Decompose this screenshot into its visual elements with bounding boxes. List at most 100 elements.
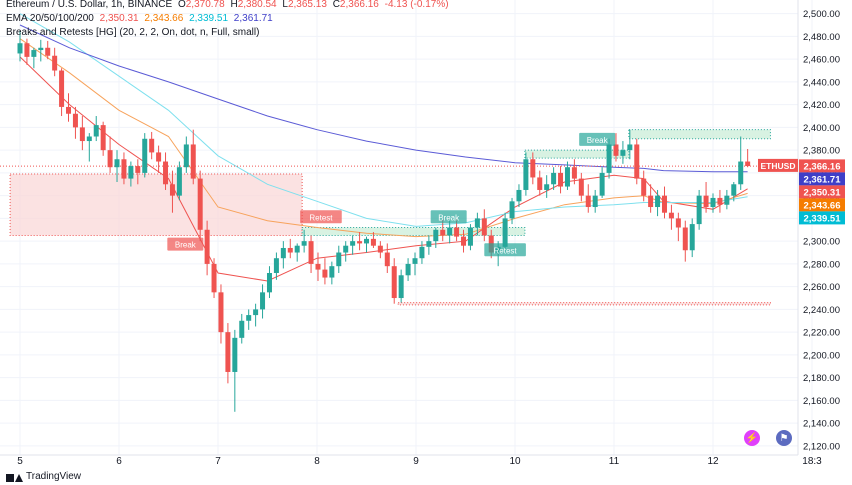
- candle: [66, 93, 72, 122]
- y-tick-label: 2,460.00: [803, 55, 840, 66]
- candle: [544, 175, 550, 198]
- price-label: 2,343.66: [799, 198, 845, 212]
- symbol-tag-bg: [758, 158, 798, 172]
- candle: [648, 184, 654, 213]
- candle-body: [502, 218, 508, 247]
- candle-body: [280, 247, 286, 259]
- candle: [301, 229, 307, 253]
- break-retest-labels: Break Retest Break Retest Break: [167, 132, 616, 257]
- candle-body: [357, 241, 363, 244]
- candle-body: [675, 218, 681, 228]
- candle: [176, 161, 182, 201]
- candle-body: [481, 218, 487, 236]
- candle-body: [641, 178, 647, 196]
- candle: [641, 170, 647, 202]
- candle: [370, 232, 376, 248]
- candle-body: [322, 269, 328, 278]
- candle-body: [564, 167, 570, 187]
- candle: [107, 136, 113, 173]
- candle: [93, 116, 99, 142]
- candle: [461, 229, 467, 253]
- open-label: O: [177, 0, 186, 10]
- candle-body: [100, 125, 106, 151]
- annotation-break: Break: [430, 210, 467, 224]
- candle: [350, 235, 356, 255]
- candle: [149, 131, 155, 160]
- candle-body: [364, 238, 369, 244]
- candle: [675, 212, 681, 242]
- ema20-value: 2,350.31: [99, 13, 139, 24]
- candle-body: [655, 195, 661, 208]
- candle: [412, 252, 418, 276]
- annotation-bg: [484, 243, 526, 257]
- candle-body: [336, 252, 342, 267]
- price-label-text: 2,366.16: [804, 161, 841, 172]
- candle-body: [156, 152, 162, 162]
- candle: [509, 197, 515, 225]
- low-label: L: [282, 0, 288, 10]
- footer: TradingView: [6, 471, 81, 482]
- annotation-bg: [579, 132, 616, 146]
- candle: [218, 284, 224, 344]
- candle-body: [467, 227, 473, 246]
- y-tick-label: 2,200.00: [803, 350, 840, 361]
- candle: [398, 269, 404, 303]
- candle: [419, 241, 425, 264]
- candle: [52, 47, 58, 77]
- candle: [731, 182, 737, 202]
- candle-body: [343, 245, 349, 253]
- annotation-break: Break: [167, 237, 204, 251]
- candle: [613, 133, 619, 162]
- lightning-icon[interactable]: ⚡: [744, 430, 760, 446]
- symbol-row: Ethereum / U.S. Dollar, 1h, BINANCE O2,3…: [6, 0, 449, 12]
- candle: [17, 30, 23, 62]
- y-tick-label: 2,300.00: [803, 237, 840, 248]
- candle: [599, 167, 605, 198]
- annotation-text: Break: [438, 213, 460, 222]
- x-tick-label: 11: [609, 456, 620, 467]
- candle-body: [107, 150, 113, 168]
- candle-body: [384, 252, 390, 267]
- candle: [668, 204, 674, 230]
- candle: [294, 243, 300, 262]
- candle-body: [218, 292, 224, 333]
- candle: [24, 38, 30, 65]
- candle-body: [585, 195, 591, 208]
- candlesticks: [17, 30, 751, 412]
- candle-body: [197, 178, 203, 230]
- ema50-value: 2,343.66: [144, 13, 184, 24]
- candle-body: [689, 224, 695, 251]
- candle: [253, 303, 259, 327]
- y-tick-label: 2,180.00: [803, 373, 840, 384]
- candle-body: [17, 43, 23, 54]
- candle: [634, 138, 640, 185]
- candle: [405, 258, 411, 281]
- annotation-bg: [430, 210, 467, 224]
- candle: [266, 266, 272, 299]
- candle-body: [412, 258, 418, 264]
- candle-body: [225, 332, 231, 372]
- candle: [79, 116, 85, 151]
- candle-body: [682, 227, 688, 251]
- candle: [329, 261, 335, 285]
- resistance-zone: [397, 302, 771, 306]
- candle-body: [72, 113, 78, 128]
- candle: [426, 235, 432, 255]
- flag-icon[interactable]: ⚑: [776, 430, 792, 446]
- candle-body: [183, 144, 189, 168]
- tradingview-logo-icon: [6, 472, 23, 482]
- candle: [343, 241, 349, 262]
- time-axis: 5 6 7 8 9 10 11 12 18:3: [17, 456, 822, 467]
- candle: [537, 170, 543, 196]
- ema-title: EMA 20/50/100/200: [6, 13, 94, 24]
- candle-body: [703, 195, 709, 208]
- close-label: C: [332, 0, 340, 10]
- candle: [114, 150, 120, 182]
- candle-body: [52, 55, 58, 71]
- candle: [336, 245, 342, 273]
- price-label-bg: [799, 159, 845, 173]
- candle: [578, 172, 584, 202]
- chart-legend: Ethereum / U.S. Dollar, 1h, BINANCE O2,3…: [6, 0, 449, 40]
- candle-body: [745, 161, 751, 167]
